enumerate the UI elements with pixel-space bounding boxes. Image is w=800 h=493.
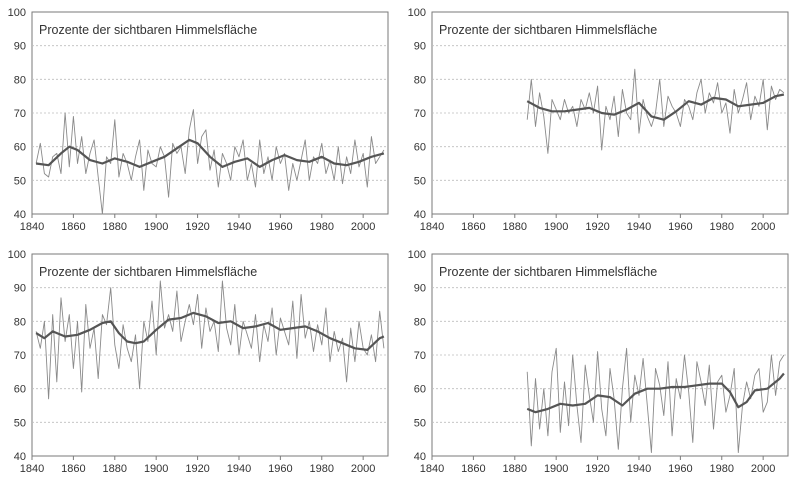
x-tick-label: 1860 [461,463,485,475]
y-tick-label: 70 [14,350,26,362]
x-tick-label: 1880 [503,463,527,475]
x-tick-label: 1860 [61,463,85,475]
y-tick-label: 40 [14,451,26,463]
y-tick-label: 80 [414,316,426,328]
x-tick-label: 1900 [144,221,168,233]
x-tick-label: 1900 [144,463,168,475]
x-tick-label: 1860 [461,221,485,233]
x-tick-label: 1960 [668,221,692,233]
y-tick-label: 100 [408,7,426,19]
x-tick-label: 1920 [585,221,609,233]
y-tick-label: 50 [414,417,426,429]
x-tick-label: 1840 [420,221,444,233]
y-tick-label: 60 [414,142,426,154]
y-tick-label: 40 [14,209,26,221]
x-tick-label: 1960 [668,463,692,475]
x-tick-label: 1900 [544,463,568,475]
x-tick-label: 2000 [751,463,775,475]
x-tick-label: 1920 [185,463,209,475]
series-line-annual [526,347,785,454]
y-tick-label: 90 [14,41,26,53]
chart-title: Prozente der sichtbaren Himmelsfläche [439,23,657,37]
chart-title: Prozente der sichtbaren Himmelsfläche [39,23,257,37]
x-tick-label: 1960 [268,463,292,475]
y-tick-label: 40 [414,209,426,221]
x-tick-label: 1860 [61,221,85,233]
x-tick-label: 1960 [268,221,292,233]
y-tick-label: 50 [414,175,426,187]
x-tick-label: 1920 [585,463,609,475]
x-tick-label: 1980 [310,221,334,233]
y-tick-label: 70 [414,108,426,120]
y-tick-label: 90 [414,41,426,53]
x-tick-label: 2000 [751,221,775,233]
y-tick-label: 80 [414,74,426,86]
x-tick-label: 1940 [227,221,251,233]
y-tick-label: 100 [408,249,426,261]
y-tick-label: 70 [414,350,426,362]
y-tick-label: 60 [414,384,426,396]
series-line-smoothed [35,311,385,351]
x-tick-label: 1940 [627,463,651,475]
x-tick-label: 1940 [227,463,251,475]
y-tick-label: 60 [14,142,26,154]
series-line-annual [35,109,385,215]
chart-panel-2: 40 50 60 70 80 90 100 1840 1860 1880 1900 1920 1940 1… [408,7,789,233]
y-tick-label: 90 [14,283,26,295]
x-tick-label: 2000 [351,221,375,233]
y-tick-label: 60 [14,384,26,396]
series-line-smoothed [526,372,785,414]
y-tick-label: 80 [14,74,26,86]
y-tick-label: 90 [414,283,426,295]
x-tick-label: 1980 [710,463,734,475]
chart-panel-4: 40 50 60 70 80 90 100 1840 1860 1880 1900 1920 1940 1… [408,249,789,475]
x-tick-label: 1920 [185,221,209,233]
chart-title: Prozente der sichtbaren Himmelsfläche [439,265,657,279]
x-tick-label: 1980 [710,221,734,233]
chart-title: Prozente der sichtbaren Himmelsfläche [39,265,257,279]
y-tick-label: 40 [414,451,426,463]
chart-panel-3: 40 50 60 70 80 90 100 1840 1860 1880 1900 1920 1940 1… [8,249,389,475]
x-tick-label: 1840 [420,463,444,475]
series-line-smoothed [526,93,785,121]
x-tick-label: 1840 [20,463,44,475]
x-tick-label: 1880 [103,463,127,475]
x-tick-label: 1980 [310,463,334,475]
chart-panel-1: 40 50 60 70 80 90 100 1840 1860 1880 1900 1920 1940 1… [8,7,389,233]
y-tick-label: 50 [14,417,26,429]
x-tick-label: 1840 [20,221,44,233]
y-tick-label: 100 [8,7,26,19]
x-tick-label: 1900 [544,221,568,233]
x-tick-label: 2000 [351,463,375,475]
y-tick-label: 50 [14,175,26,187]
y-tick-label: 70 [14,108,26,120]
x-tick-label: 1880 [103,221,127,233]
y-tick-label: 80 [14,316,26,328]
x-tick-label: 1940 [627,221,651,233]
series-line-smoothed [35,138,385,168]
x-tick-label: 1880 [503,221,527,233]
y-tick-label: 100 [8,249,26,261]
